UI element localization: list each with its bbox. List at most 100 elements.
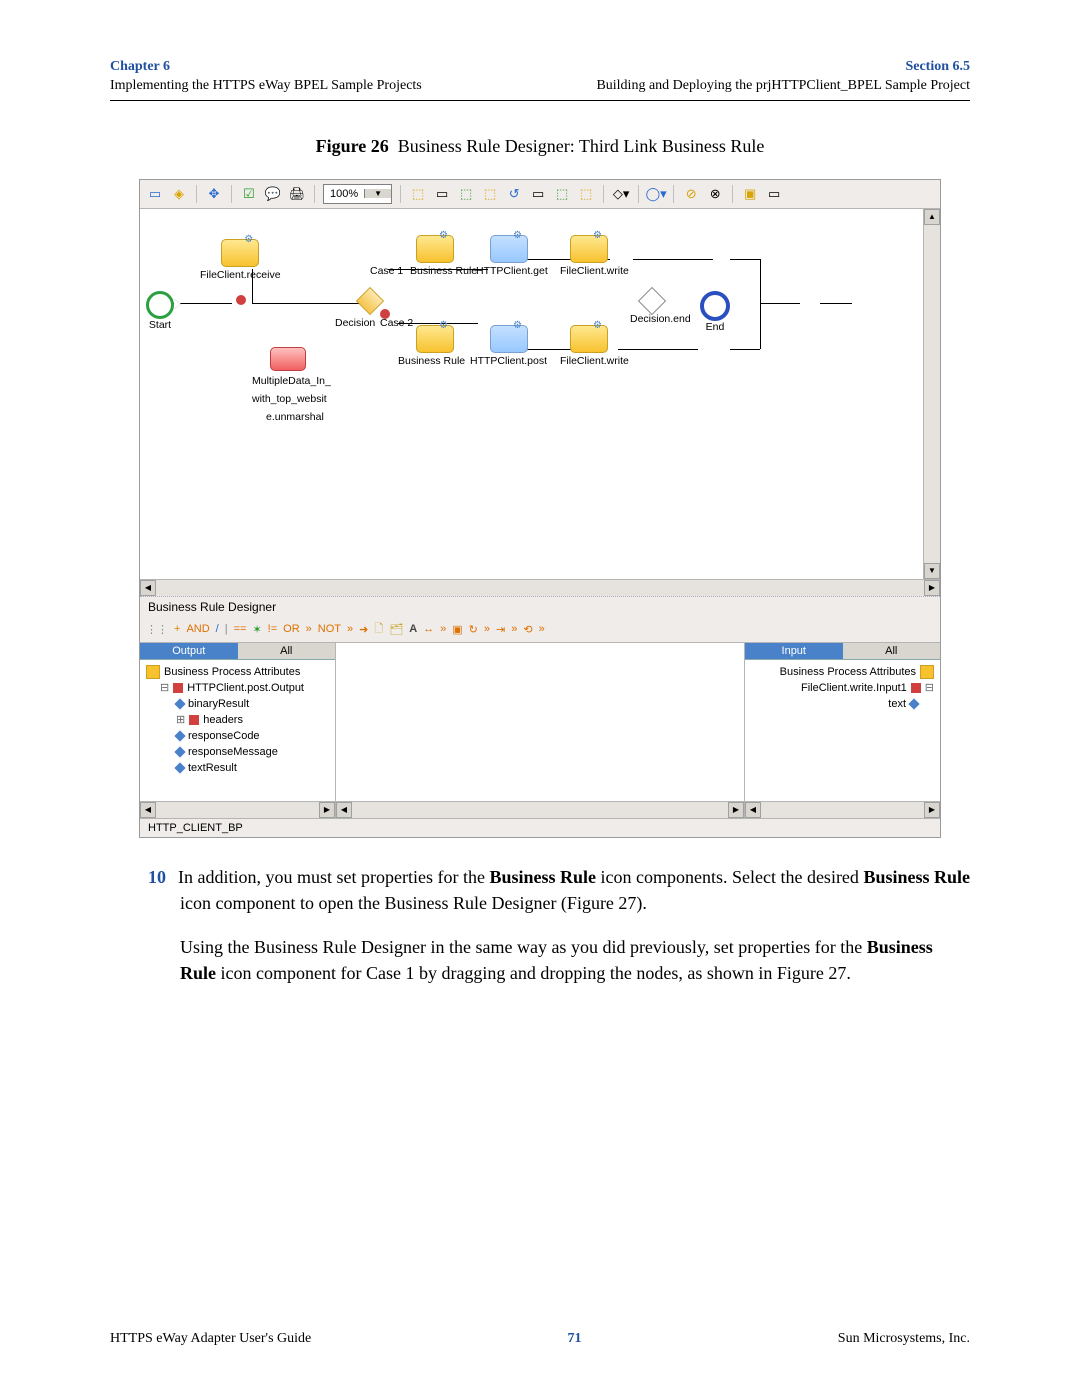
toolbar-icon[interactable]: ◇▾ — [612, 185, 630, 203]
start-node[interactable]: Start — [146, 291, 174, 331]
biz-rule-bot-node[interactable]: ⚙ — [416, 325, 454, 355]
breakpoint-icon[interactable] — [236, 295, 246, 305]
biz-rule-top-label: Business Rule — [410, 265, 477, 277]
start-label: Start — [146, 319, 174, 331]
brd-op[interactable]: NOT — [318, 623, 341, 635]
toolbar-icon[interactable]: ◈ — [170, 185, 188, 203]
toolbar-icon[interactable]: 💬 — [264, 185, 282, 203]
brd-op[interactable]: 🗂 — [389, 623, 403, 636]
toolbar-icon[interactable]: ▭ — [146, 185, 164, 203]
all-tab-r[interactable]: All — [843, 643, 941, 660]
brd-op[interactable]: ↔ — [423, 623, 434, 635]
unmarshal-l3: e.unmarshal — [266, 411, 324, 423]
figure-title: Business Rule Designer: Third Link Busin… — [398, 136, 765, 156]
brd-op[interactable]: » — [484, 623, 490, 635]
brd-op[interactable]: ▣ — [452, 623, 462, 636]
toolbar-icon[interactable]: ✥ — [205, 185, 223, 203]
end-label: End — [700, 321, 730, 333]
toolbar-icon[interactable]: ☑ — [240, 185, 258, 203]
brd-op[interactable]: / — [216, 623, 219, 635]
brd-title: Business Rule Designer — [140, 596, 940, 617]
p2c: icon component for Case 1 by dragging an… — [216, 963, 851, 983]
brd-panels: Output All Business Process Attributes ⊟… — [140, 642, 940, 818]
end-node[interactable]: End — [700, 291, 730, 333]
footer-right: Sun Microsystems, Inc. — [838, 1331, 970, 1347]
brd-op[interactable]: ⟲ — [523, 623, 532, 636]
toolbar-icon[interactable]: ⬚ — [457, 185, 475, 203]
file-write-bot-node[interactable]: ⚙ — [570, 325, 608, 355]
print-icon[interactable]: 🖨 — [288, 185, 306, 203]
file-write-top-node[interactable]: ⚙ — [570, 235, 608, 265]
brd-op[interactable]: » — [347, 623, 353, 635]
all-tab[interactable]: All — [238, 643, 336, 660]
decision-end-node[interactable] — [642, 291, 662, 311]
brd-op[interactable]: A — [409, 623, 417, 635]
right-hscroll[interactable]: ◀▶ — [745, 801, 940, 818]
tree-node: HTTPClient.post.Output — [187, 680, 304, 696]
zoom-dropdown-icon[interactable]: ▼ — [364, 189, 391, 198]
toolbar-icon[interactable]: ▭ — [433, 185, 451, 203]
decision-node[interactable] — [360, 291, 380, 311]
brd-op[interactable]: » — [306, 623, 312, 635]
toolbar-icon[interactable]: ⬚ — [481, 185, 499, 203]
output-tree[interactable]: Business Process Attributes ⊟HTTPClient.… — [140, 660, 335, 801]
mid-hscroll[interactable]: ◀▶ — [336, 801, 744, 818]
tree-root-r: Business Process Attributes — [780, 664, 916, 680]
unmarshal-node[interactable] — [270, 347, 306, 373]
toolbar-icon[interactable]: ⬚ — [553, 185, 571, 203]
step-number: 10 — [148, 867, 166, 887]
tree-node-r: FileClient.write.Input1 — [801, 680, 907, 696]
status-bar: HTTP_CLIENT_BP — [140, 818, 940, 837]
output-tab[interactable]: Output — [140, 643, 238, 660]
toolbar-icon[interactable]: ▭ — [765, 185, 783, 203]
brd-op[interactable]: » — [539, 623, 545, 635]
brd-op[interactable]: » — [511, 623, 517, 635]
zoom-box[interactable]: 100% ▼ — [323, 184, 392, 204]
brd-op[interactable]: ✶ — [252, 623, 261, 636]
p1c: icon components. Select the desired — [596, 867, 863, 887]
brd-op[interactable]: » — [440, 623, 446, 635]
unmarshal-l2: with_top_websit — [252, 393, 327, 405]
brd-op[interactable]: ↻ — [469, 623, 478, 636]
scroll-up-icon[interactable]: ▲ — [924, 209, 940, 225]
body-paragraphs: 10In addition, you must set properties f… — [180, 864, 970, 986]
brd-op[interactable]: ⇥ — [496, 623, 505, 636]
canvas-vscroll[interactable]: ▲ ▼ — [923, 209, 940, 579]
http-post-label: HTTPClient.post — [470, 355, 547, 367]
http-get-label: HTTPClient.get — [476, 265, 548, 277]
toolbar-icon[interactable]: ⊘ — [682, 185, 700, 203]
toolbar-icon[interactable]: ⬚ — [577, 185, 595, 203]
bpel-canvas[interactable]: Start ⚙ FileClient.receive Decision — [140, 209, 923, 579]
brd-op[interactable]: OR — [283, 623, 300, 635]
toolbar-icon[interactable]: ◯▾ — [647, 185, 665, 203]
input-tree[interactable]: Business Process Attributes FileClient.w… — [745, 660, 940, 801]
toolbar-icon[interactable]: ⊗ — [706, 185, 724, 203]
scroll-down-icon[interactable]: ▼ — [924, 563, 940, 579]
brd-op[interactable]: == — [234, 623, 247, 635]
http-get-node[interactable]: ⚙ — [490, 235, 528, 265]
p2a: Using the Business Rule Designer in the … — [180, 937, 867, 957]
brd-op[interactable]: 🗋 — [374, 620, 383, 639]
chapter-label: Chapter 6 — [110, 58, 422, 77]
scroll-left-icon[interactable]: ◀ — [140, 580, 156, 596]
header-right-sub: Building and Deploying the prjHTTPClient… — [596, 77, 970, 96]
left-hscroll[interactable]: ◀▶ — [140, 801, 335, 818]
brd-op[interactable]: AND — [186, 623, 209, 635]
toolbar-icon[interactable]: ▣ — [741, 185, 759, 203]
http-post-node[interactable]: ⚙ — [490, 325, 528, 355]
mapping-canvas[interactable] — [336, 643, 744, 801]
tree-node: textResult — [188, 760, 237, 776]
toolbar-icon[interactable]: ▭ — [529, 185, 547, 203]
brd-op[interactable]: + — [174, 623, 180, 635]
figure-label: Figure 26 — [316, 136, 389, 156]
brd-op[interactable]: ➜ — [359, 623, 368, 636]
section-label: Section 6.5 — [596, 58, 970, 77]
brd-op[interactable]: != — [268, 623, 277, 635]
input-tab[interactable]: Input — [745, 643, 843, 660]
toolbar-icon[interactable]: ↺ — [505, 185, 523, 203]
biz-rule-top-node[interactable]: ⚙ — [416, 235, 454, 265]
scroll-right-icon[interactable]: ▶ — [924, 580, 940, 596]
toolbar-icon[interactable]: ⬚ — [409, 185, 427, 203]
canvas-hscroll[interactable]: ◀ ▶ — [140, 579, 940, 596]
file-receive-node[interactable]: ⚙ FileClient.receive — [200, 239, 281, 281]
